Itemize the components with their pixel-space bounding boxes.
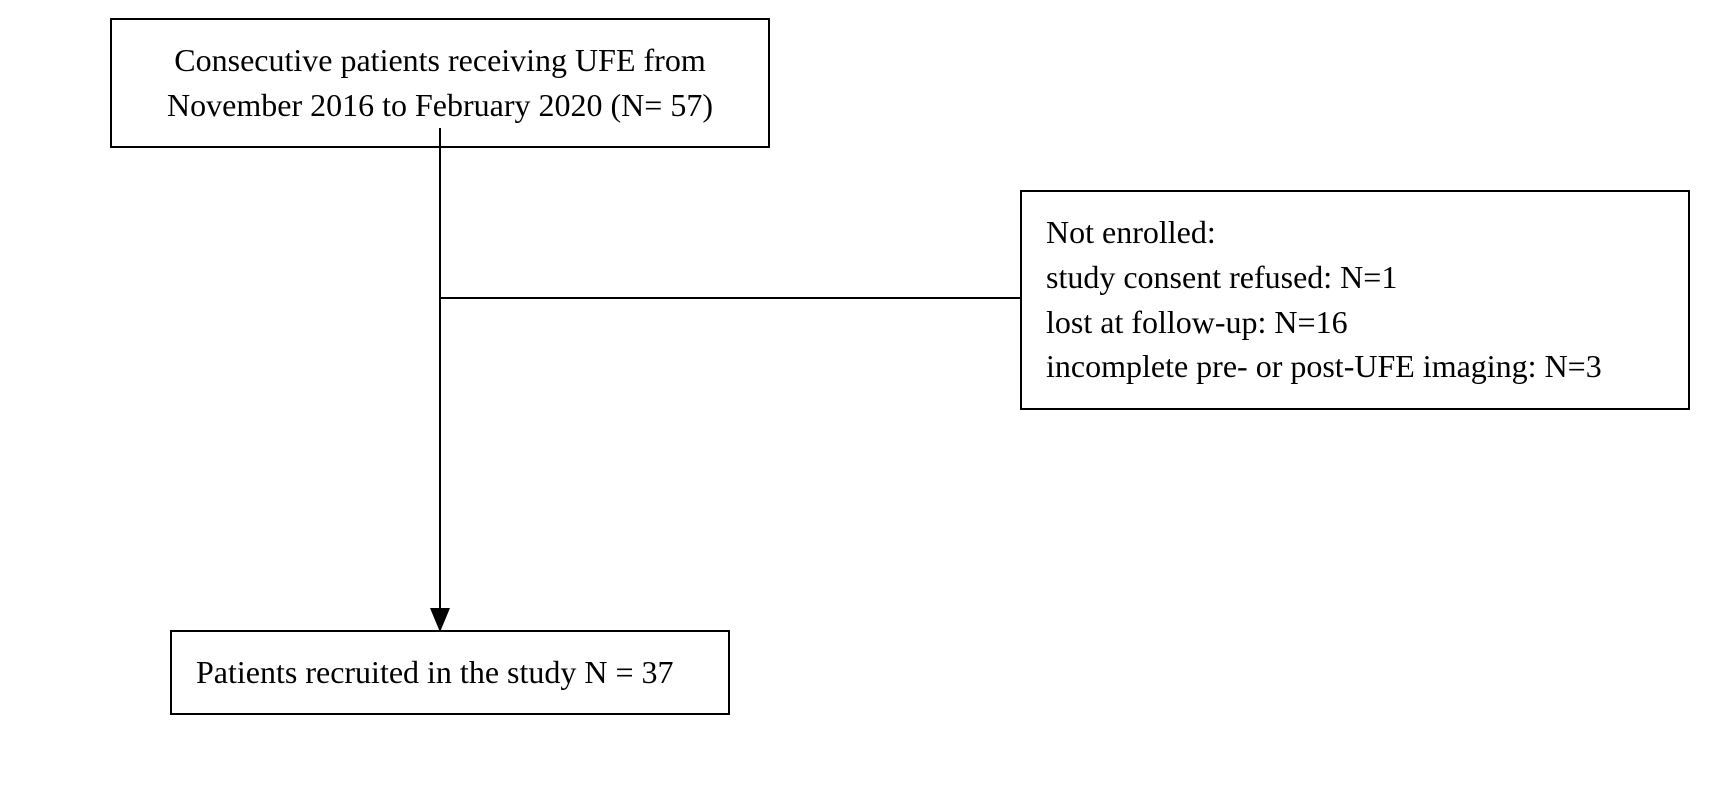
flowchart-connectors xyxy=(0,0,1734,807)
flowchart-container: Consecutive patients receiving UFE from … xyxy=(0,0,1734,807)
